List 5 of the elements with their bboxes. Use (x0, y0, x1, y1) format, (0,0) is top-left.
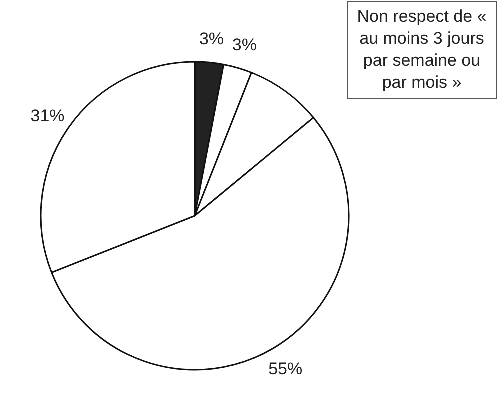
data-label: 31% (30, 106, 65, 126)
data-label: 3% (199, 29, 224, 48)
data-label: 55% (268, 360, 303, 379)
data-label: 3% (232, 36, 257, 55)
text: Non respect de « au moins 3 jours par semaine ou par mois » (347, 1, 497, 99)
